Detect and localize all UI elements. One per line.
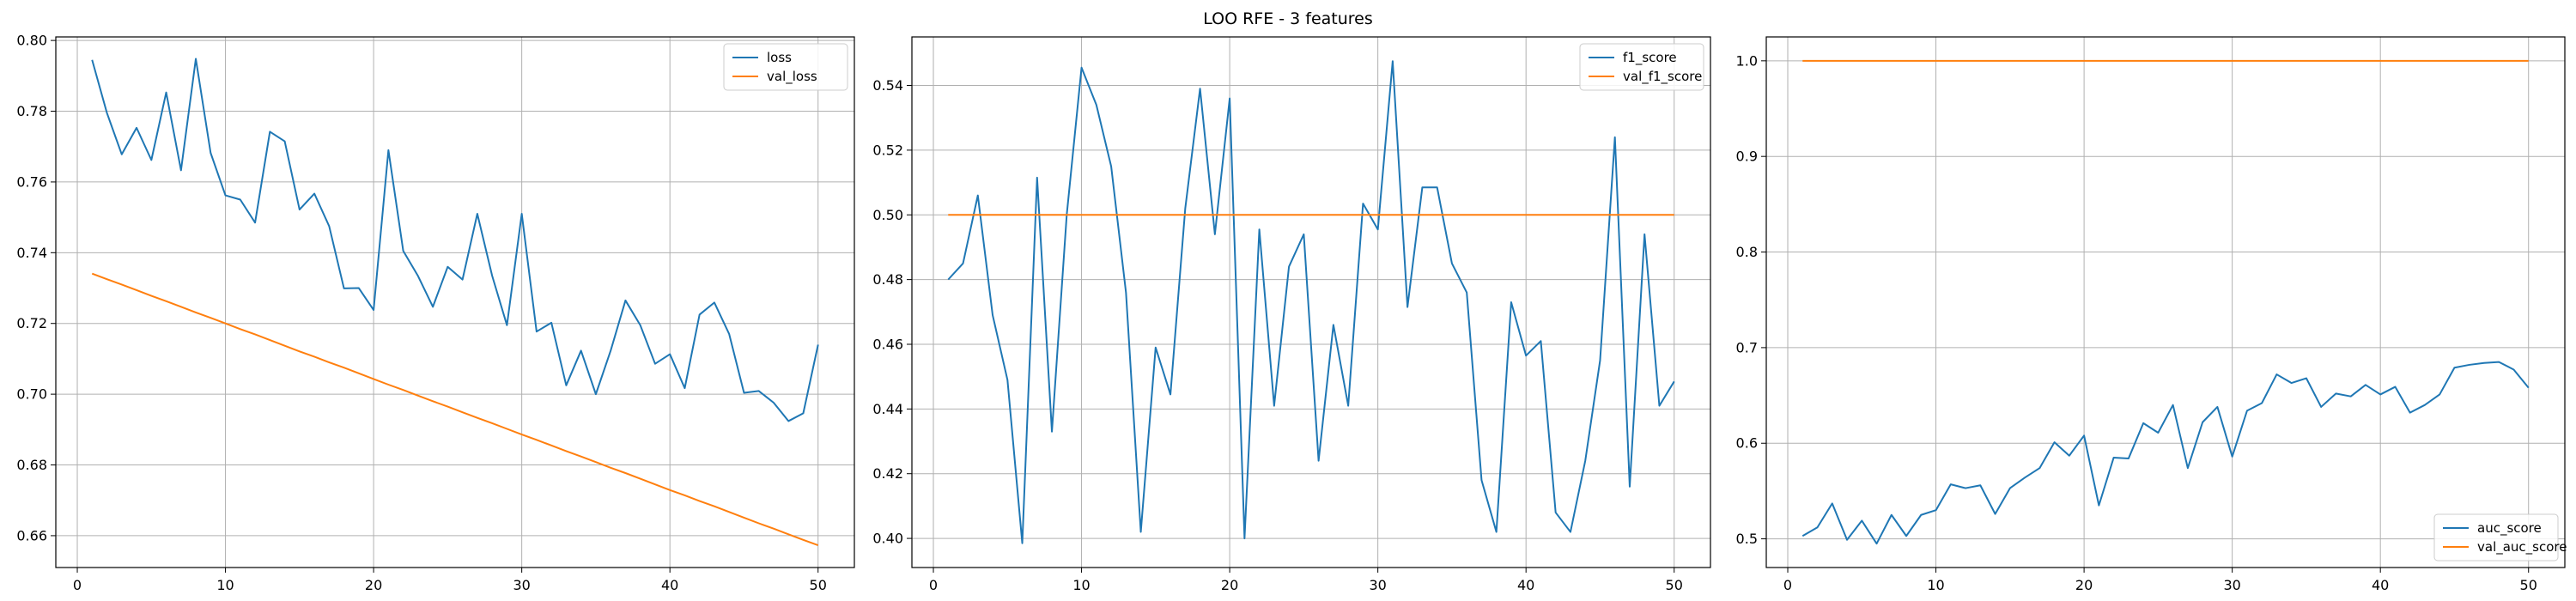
y-tick-label: 0.78 — [16, 103, 47, 119]
series-line-f1_score — [947, 60, 1675, 544]
axes-frame — [55, 36, 855, 568]
y-tick-label: 1.0 — [1736, 52, 1758, 69]
legend-label-val_auc_score: val_auc_score — [2477, 539, 2567, 555]
x-tick-label: 20 — [2075, 577, 2093, 593]
y-tick-label: 0.9 — [1736, 149, 1758, 165]
x-tick-label: 0 — [929, 577, 938, 593]
x-tick-label: 40 — [661, 577, 678, 593]
x-tick-label: 0 — [73, 577, 82, 593]
legend-label-loss: loss — [767, 50, 792, 65]
x-tick-label: 30 — [1369, 577, 1386, 593]
figure-title: LOO RFE - 3 features — [1203, 9, 1373, 28]
x-tick-label: 40 — [1517, 577, 1534, 593]
x-tick-label: 50 — [810, 577, 827, 593]
y-tick-label: 0.44 — [872, 401, 903, 417]
x-tick-label: 30 — [2223, 577, 2240, 593]
x-tick-label: 20 — [365, 577, 382, 593]
x-tick-label: 40 — [2372, 577, 2389, 593]
x-tick-label: 50 — [2520, 577, 2537, 593]
legend-label-val_loss: val_loss — [767, 69, 817, 85]
y-tick-label: 0.54 — [872, 77, 903, 94]
y-tick-label: 0.42 — [872, 465, 903, 482]
x-tick-label: 10 — [1072, 577, 1090, 593]
legend-label-auc_score: auc_score — [2477, 520, 2542, 537]
x-tick-label: 50 — [1666, 577, 1683, 593]
legend-box — [723, 43, 848, 91]
x-tick-label: 10 — [216, 577, 234, 593]
axes-frame — [911, 36, 1711, 568]
subplot-2: 0 10 20 30 40 50 0.40 0.42 0.44 0.46 0.48 0.50 0.52 0… — [872, 36, 1711, 593]
y-tick-label: 0.50 — [872, 207, 903, 223]
series-line-loss — [91, 58, 819, 422]
y-tick-label: 0.66 — [16, 527, 47, 543]
x-tick-label: 20 — [1221, 577, 1238, 593]
y-tick-label: 0.74 — [16, 245, 47, 261]
y-tick-label: 0.46 — [872, 336, 903, 352]
subplots-container: 0 10 20 30 40 500.660.680.700.720.740.760.780… — [16, 33, 2567, 593]
y-tick-label: 0.40 — [872, 531, 903, 547]
x-tick-label: 0 — [1783, 577, 1792, 593]
y-tick-label: 0.48 — [872, 271, 903, 288]
x-tick-label: 10 — [1927, 577, 1944, 593]
axes-frame — [1765, 36, 2566, 568]
y-tick-label: 0.72 — [16, 315, 47, 331]
series-line-auc_score — [1801, 361, 2530, 545]
legend-label-f1_score: f1_score — [1623, 50, 1677, 66]
subplot-3: 0 10 20 30 40 50 0.5 0.6 0.7 0.8 0.9 1.0 auc_scoreva… — [1736, 36, 2567, 593]
legend: f1_score val_f1_score — [1579, 43, 1704, 91]
y-tick-label: 0.6 — [1736, 435, 1758, 452]
legend-box — [1579, 43, 1704, 91]
legend: loss val_loss — [723, 43, 848, 91]
legend: auc_score val_auc_score — [2433, 513, 2567, 562]
x-tick-label: 30 — [513, 577, 530, 593]
legend-box — [2433, 513, 2559, 562]
y-tick-label: 0.80 — [16, 33, 47, 49]
y-tick-label: 0.5 — [1736, 531, 1758, 547]
series-line-val_loss — [91, 272, 819, 546]
y-tick-label: 0.70 — [16, 386, 47, 403]
y-tick-label: 0.76 — [16, 173, 47, 190]
legend-label-val_f1_score: val_f1_score — [1623, 69, 1702, 85]
subplot-1: 0 10 20 30 40 50 0.66 0.68 0.70 0.72 0.74 0.76 0.78 0… — [16, 33, 855, 593]
y-tick-label: 0.7 — [1736, 339, 1758, 355]
y-tick-label: 0.52 — [872, 142, 903, 158]
y-tick-label: 0.8 — [1736, 244, 1758, 260]
y-tick-label: 0.68 — [16, 457, 47, 473]
